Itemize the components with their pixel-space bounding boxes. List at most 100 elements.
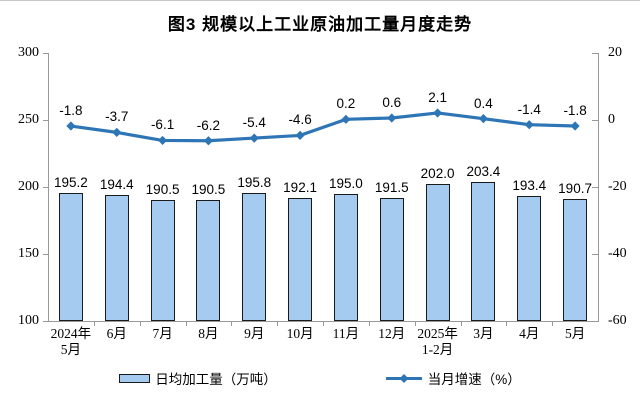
right-axis-tick bbox=[592, 120, 598, 121]
x-tick-label: 11月 bbox=[332, 326, 360, 341]
bar bbox=[242, 192, 267, 321]
bar-value-label: 195.8 bbox=[237, 174, 272, 190]
line-marker-diamond bbox=[524, 120, 534, 130]
bar-value-label: 190.5 bbox=[191, 181, 226, 197]
line-value-label: -1.8 bbox=[563, 103, 587, 119]
chart-title: 图3 规模以上工业原油加工量月度走势 bbox=[167, 15, 473, 34]
x-tick-label: 2024年 5月 bbox=[50, 326, 92, 357]
bar bbox=[288, 197, 313, 321]
x-axis-tick bbox=[506, 322, 508, 326]
line-value-label: -1.4 bbox=[517, 101, 541, 117]
line-marker-diamond bbox=[478, 114, 489, 124]
line-marker-diamond bbox=[203, 136, 214, 146]
x-tick-label: 6月 bbox=[106, 326, 127, 341]
y-tick-label-right: 0 bbox=[608, 112, 615, 127]
y-tick-label-right: 20 bbox=[608, 45, 622, 60]
line-value-label: 0.4 bbox=[474, 95, 493, 111]
bar bbox=[425, 184, 450, 321]
bar bbox=[379, 198, 404, 321]
x-tick-label: 9月 bbox=[244, 326, 265, 341]
legend: 日均加工量（万吨） 当月增速（%） bbox=[0, 368, 640, 388]
line-value-label: -3.7 bbox=[105, 109, 129, 125]
bar-value-label: 191.5 bbox=[374, 180, 409, 196]
bar bbox=[150, 199, 175, 321]
right-axis-tick bbox=[592, 254, 598, 255]
x-tick-label: 7月 bbox=[152, 326, 173, 341]
line-marker-diamond bbox=[341, 114, 351, 124]
line-value-label: -4.6 bbox=[288, 112, 312, 128]
line-swatch-icon bbox=[385, 373, 422, 383]
bar bbox=[517, 195, 542, 321]
line-marker-diamond bbox=[295, 130, 305, 141]
bar-value-label: 190.7 bbox=[558, 181, 592, 197]
y-tick-label-right: -60 bbox=[608, 313, 627, 328]
line-value-label: 0.6 bbox=[382, 94, 402, 110]
bar-value-label: 194.4 bbox=[99, 176, 134, 192]
bar-value-label: 202.0 bbox=[420, 166, 455, 182]
bar-value-label: 195.0 bbox=[329, 175, 363, 191]
left-axis-tick bbox=[43, 120, 48, 121]
bar bbox=[563, 199, 588, 321]
line-marker-diamond bbox=[249, 133, 259, 143]
right-axis-line bbox=[598, 53, 599, 321]
bar-swatch-icon bbox=[119, 373, 151, 383]
x-axis-line bbox=[48, 321, 599, 322]
bar-value-label: 195.2 bbox=[54, 175, 88, 191]
bar bbox=[471, 182, 496, 321]
left-axis-line bbox=[48, 53, 49, 321]
left-axis-tick bbox=[43, 321, 48, 322]
x-axis-tick bbox=[414, 322, 416, 326]
bar bbox=[58, 193, 83, 321]
line-marker-diamond bbox=[387, 113, 397, 123]
y-tick-label-left: 150 bbox=[18, 246, 39, 261]
bar bbox=[196, 199, 221, 321]
bar bbox=[104, 194, 129, 321]
line-marker-diamond bbox=[66, 121, 76, 131]
line-marker-diamond bbox=[112, 127, 122, 137]
left-axis-tick bbox=[43, 187, 48, 188]
x-tick-label: 12月 bbox=[378, 326, 406, 341]
line-value-label: 0.2 bbox=[336, 96, 356, 112]
right-axis-tick bbox=[592, 321, 598, 322]
x-tick-label: 4月 bbox=[519, 326, 540, 341]
y-tick-label-right: -40 bbox=[608, 246, 627, 261]
x-axis-tick bbox=[368, 322, 370, 326]
y-tick-label-left: 100 bbox=[18, 313, 39, 328]
y-tick-label-left: 200 bbox=[18, 179, 39, 194]
right-axis-tick bbox=[592, 187, 598, 188]
line-value-label: -1.8 bbox=[59, 103, 83, 119]
left-axis-tick bbox=[43, 53, 48, 54]
line-marker-diamond bbox=[432, 108, 443, 118]
left-axis-tick bbox=[43, 254, 48, 255]
x-tick-label: 10月 bbox=[286, 326, 314, 341]
bar-value-label: 192.1 bbox=[283, 179, 317, 195]
x-tick-label: 3月 bbox=[473, 326, 494, 341]
x-axis-tick bbox=[93, 322, 95, 326]
y-tick-label-left: 250 bbox=[18, 112, 39, 127]
y-tick-label-left: 300 bbox=[18, 45, 39, 60]
right-axis-tick bbox=[592, 53, 598, 54]
line-value-label: -6.1 bbox=[150, 117, 175, 133]
legend-bar-label: 日均加工量（万吨） bbox=[155, 372, 277, 387]
x-axis-tick bbox=[139, 322, 141, 326]
line-value-label: -5.4 bbox=[242, 115, 266, 131]
x-axis-tick bbox=[552, 322, 554, 326]
x-tick-label: 8月 bbox=[198, 326, 219, 341]
x-axis-tick bbox=[277, 322, 279, 326]
x-axis-tick bbox=[323, 322, 324, 326]
x-tick-label: 5月 bbox=[564, 326, 586, 341]
line-value-label: -6.2 bbox=[196, 117, 221, 133]
line-marker-diamond bbox=[157, 135, 168, 146]
x-axis-tick bbox=[185, 322, 187, 326]
bar-value-label: 193.4 bbox=[512, 177, 547, 193]
x-axis-tick bbox=[231, 322, 233, 326]
legend-item-bar: 日均加工量（万吨） bbox=[119, 368, 277, 388]
legend-item-line: 当月增速（%） bbox=[385, 368, 521, 388]
x-tick-label: 2025年 1-2月 bbox=[417, 326, 458, 357]
x-axis-tick bbox=[460, 322, 462, 326]
bar bbox=[333, 193, 358, 321]
bar-value-label: 190.5 bbox=[145, 181, 180, 197]
line-marker-diamond bbox=[570, 121, 580, 131]
